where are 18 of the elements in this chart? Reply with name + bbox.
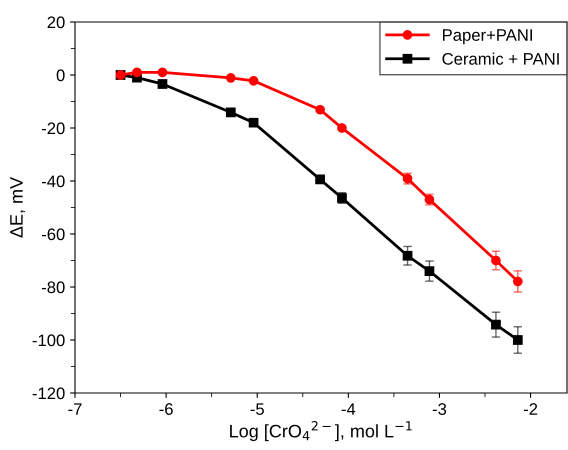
y-tick-label: -100 — [32, 334, 65, 346]
x-tick-label: -2 — [524, 403, 538, 415]
y-tick-label: -60 — [42, 228, 65, 240]
x-tick-label: -4 — [342, 403, 356, 415]
y-tick-label: 0 — [56, 69, 65, 82]
y-tick-label: 20 — [48, 16, 65, 28]
y-tick-label: -40 — [42, 175, 65, 188]
legend-label: Paper+PANI — [442, 29, 532, 44]
legend-label: Ceramic + PANI — [442, 52, 559, 65]
y-tick-label: -80 — [42, 281, 65, 294]
x-tick-label: -3 — [432, 403, 446, 415]
x-tick-label: -6 — [159, 403, 173, 415]
y-tick-label: -20 — [42, 122, 65, 134]
x-axis-title: Log [CrO$_{4}$$^{2−}$], mol L$^{−1}$ — [230, 421, 412, 442]
y-tick-label: -120 — [32, 387, 65, 400]
x-tick-label: -7 — [68, 403, 82, 415]
y-axis-title: ΔE, mV — [10, 176, 25, 238]
x-tick-label: -5 — [250, 403, 264, 415]
